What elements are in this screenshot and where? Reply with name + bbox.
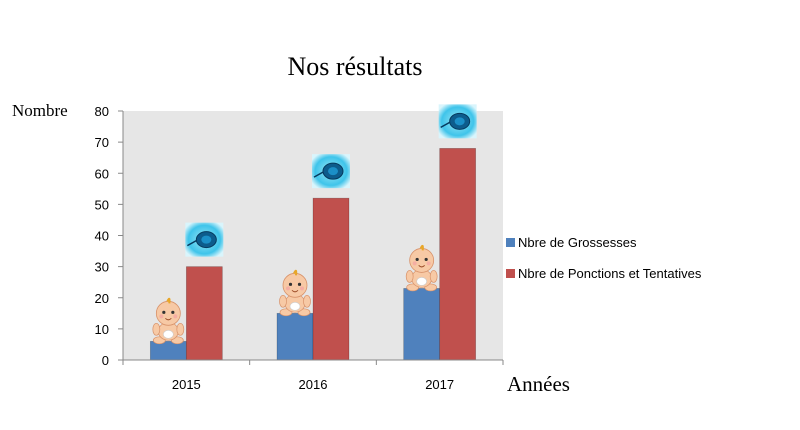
x-axis: 2015 2016 2017 (122, 359, 504, 392)
y-axis: 0 10 20 30 40 50 60 70 80 (95, 104, 124, 368)
legend-label: Nbre de Ponctions et Tentatives (518, 266, 702, 281)
y-tick-label: 10 (95, 322, 109, 337)
x-axis-title: Années (507, 372, 570, 396)
bar-ponctions (439, 148, 477, 361)
bar-ponctions (312, 197, 350, 361)
y-tick-label: 60 (95, 166, 109, 181)
bar-grossesses (403, 288, 441, 361)
y-axis-title: Nombre (12, 101, 68, 120)
y-tick-label: 50 (95, 197, 109, 212)
legend-swatch (506, 238, 515, 247)
bars (149, 148, 477, 361)
chart-title: Nos résultats (287, 52, 422, 81)
y-tick-label: 70 (95, 135, 109, 150)
baby-icon (405, 244, 438, 292)
oocyte-icon (185, 222, 224, 257)
y-tick-label: 20 (95, 291, 109, 306)
x-tick-label: 2017 (425, 377, 454, 392)
bar-icons (152, 104, 477, 345)
y-tick-label: 0 (102, 353, 109, 368)
y-tick-label: 30 (95, 260, 109, 275)
oocyte-icon (438, 104, 477, 139)
bar-grossesses (149, 340, 187, 361)
baby-icon (152, 297, 185, 345)
bar-grossesses (276, 312, 314, 361)
y-tick-label: 40 (95, 229, 109, 244)
legend-swatch (506, 269, 515, 278)
legend: Nbre de Grossesses Nbre de Ponctions et T… (506, 235, 702, 281)
x-tick-label: 2016 (299, 377, 328, 392)
legend-label: Nbre de Grossesses (518, 235, 637, 250)
bar-ponctions (185, 266, 223, 361)
baby-icon (279, 269, 311, 317)
y-tick-label: 80 (95, 104, 109, 119)
x-tick-label: 2015 (172, 377, 201, 392)
oocyte-icon (312, 154, 350, 189)
